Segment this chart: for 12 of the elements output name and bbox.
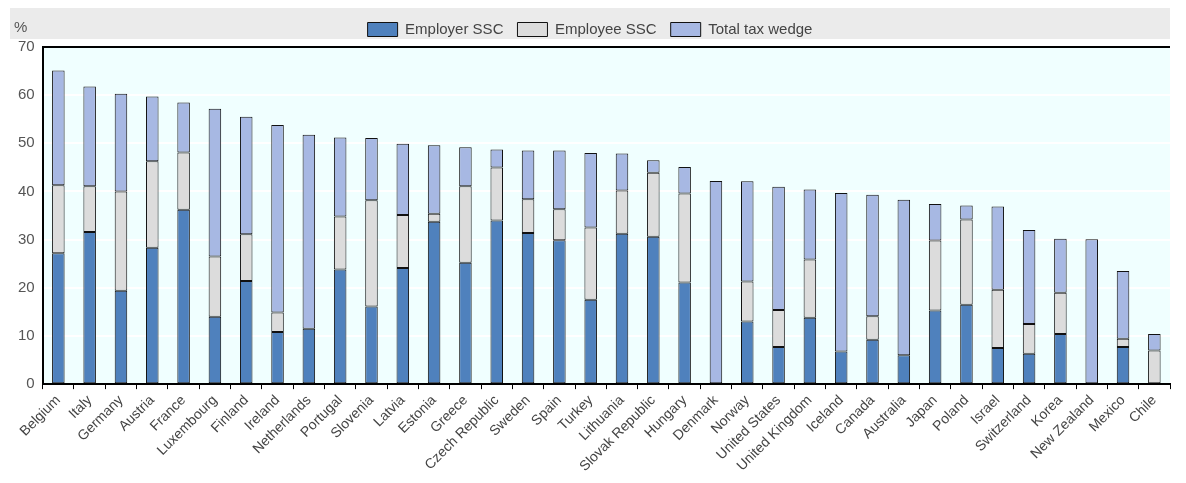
legend-label: Employer SSC xyxy=(405,19,504,37)
legend-label: Total tax wedge xyxy=(708,19,813,37)
y-axis-title: % xyxy=(14,17,28,35)
y-tick-label: 70 xyxy=(18,37,35,55)
y-tick-label: 40 xyxy=(18,181,35,199)
y-tick-label: 30 xyxy=(18,229,35,247)
legend-label: Employee SSC xyxy=(554,19,657,37)
y-tick-label: 60 xyxy=(18,85,35,103)
y-tick-label: 0 xyxy=(26,374,35,392)
y-tick-label: 20 xyxy=(18,277,35,295)
y-tick-label: 50 xyxy=(18,133,35,151)
y-tick-label: 10 xyxy=(18,326,35,344)
